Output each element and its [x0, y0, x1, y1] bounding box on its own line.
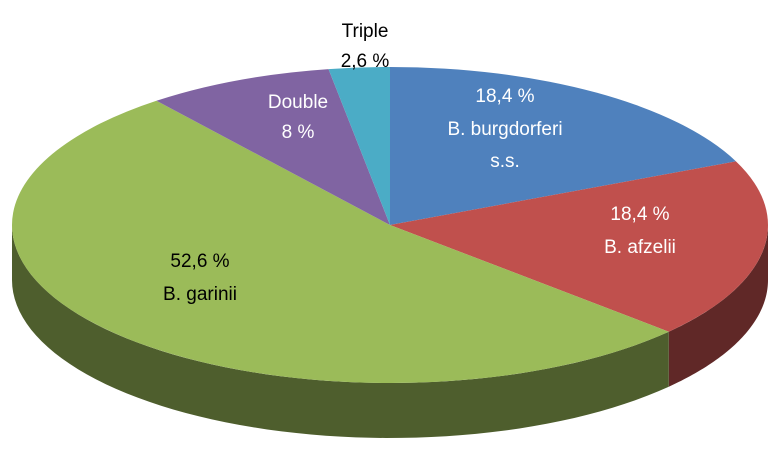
category-label: B. burgdorferi s.s.	[447, 119, 562, 172]
slice	[328, 67, 390, 225]
value-label: 18,4 %	[610, 204, 669, 225]
category-label: B. garinii	[163, 284, 237, 305]
value-label: 8 %	[282, 122, 315, 143]
slice-side	[668, 225, 768, 387]
value-label: 52,6 %	[170, 251, 229, 272]
slice	[11, 100, 669, 384]
value-label: 2,6 %	[341, 51, 390, 72]
slice-side	[12, 225, 669, 438]
slice	[156, 69, 390, 225]
category-label: B. afzelii	[604, 237, 676, 258]
slice	[390, 67, 736, 225]
value-label: 18,4 %	[475, 86, 534, 107]
category-label: Triple	[342, 21, 389, 42]
slice	[390, 161, 768, 332]
category-label: Double	[268, 92, 328, 113]
